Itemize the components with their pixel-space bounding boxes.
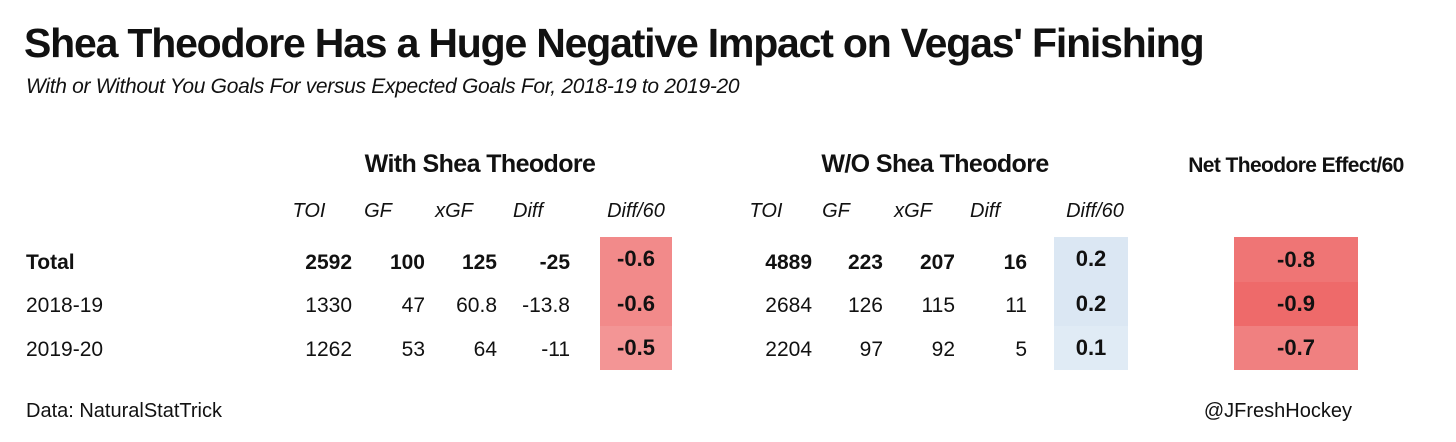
total-with-gf: 100 [389,251,425,274]
total-without-xgf: 207 [919,251,955,274]
col-head-without-diff60: Diff/60 [1066,200,1124,222]
s1920-with-diff: -11 [541,338,570,361]
col-head-without-gf: GF [822,200,850,222]
s1920-without-gf: 97 [859,338,883,361]
s1819-without-xgf: 115 [921,294,955,317]
s1819-without-diff60-tile: 0.2 [1054,281,1128,326]
group-title-net: Net Theodore Effect/60 [1188,154,1404,177]
s1920-with-toi: 1262 [305,338,352,361]
col-head-with-diff60: Diff/60 [607,200,665,222]
col-head-with-diff: Diff [513,200,543,222]
total-with-toi: 2592 [305,251,352,274]
row-label-2019-20: 2019-20 [26,338,104,361]
col-head-without-toi: TOI [749,200,783,222]
group-title-without: W/O Shea Theodore [821,150,1049,178]
row-label-2018-19: 2018-19 [26,294,104,317]
s1819-without-diff: 11 [1005,294,1027,317]
group-title-with: With Shea Theodore [364,150,596,178]
col-head-without-diff: Diff [970,200,1000,222]
s1819-with-diff: -13.8 [522,294,570,317]
total-without-diff60-tile: 0.2 [1054,237,1128,281]
s1819-with-toi: 1330 [305,294,352,317]
row-label-total: Total [26,251,75,274]
s1920-with-xgf: 64 [473,338,497,361]
col-head-with-xgf: xGF [435,200,473,222]
data-source: Data: NaturalStatTrick [26,400,222,422]
chart-title: Shea Theodore Has a Huge Negative Impact… [24,20,1205,66]
total-with-diff60-tile: -0.6 [600,237,672,281]
total-with-diff: -25 [539,251,570,274]
s1819-without-toi: 2684 [765,294,812,317]
s1920-net-tile: -0.7 [1234,326,1358,370]
s1920-without-xgf: 92 [931,338,955,361]
total-without-diff: 16 [1003,251,1027,274]
s1920-without-toi: 2204 [765,338,812,361]
s1819-without-gf: 126 [847,294,883,317]
s1819-net-tile: -0.9 [1234,282,1358,326]
total-with-xgf: 125 [461,251,497,274]
author-credit: @JFreshHockey [1203,400,1352,422]
col-head-with-toi: TOI [292,200,326,222]
s1920-with-diff60-tile: -0.5 [600,326,672,370]
total-without-toi: 4889 [765,251,812,274]
s1819-with-xgf: 60.8 [456,294,497,317]
chart-subtitle: With or Without You Goals For versus Exp… [26,75,740,98]
s1819-with-gf: 47 [401,294,425,317]
s1920-with-gf: 53 [401,338,425,361]
total-net-tile: -0.8 [1234,237,1358,282]
total-without-gf: 223 [847,251,883,274]
col-head-with-gf: GF [364,200,392,222]
s1819-with-diff60-tile: -0.6 [600,281,672,326]
s1920-without-diff60-tile: 0.1 [1054,326,1128,370]
s1920-without-diff: 5 [1015,338,1027,361]
col-head-without-xgf: xGF [894,200,932,222]
